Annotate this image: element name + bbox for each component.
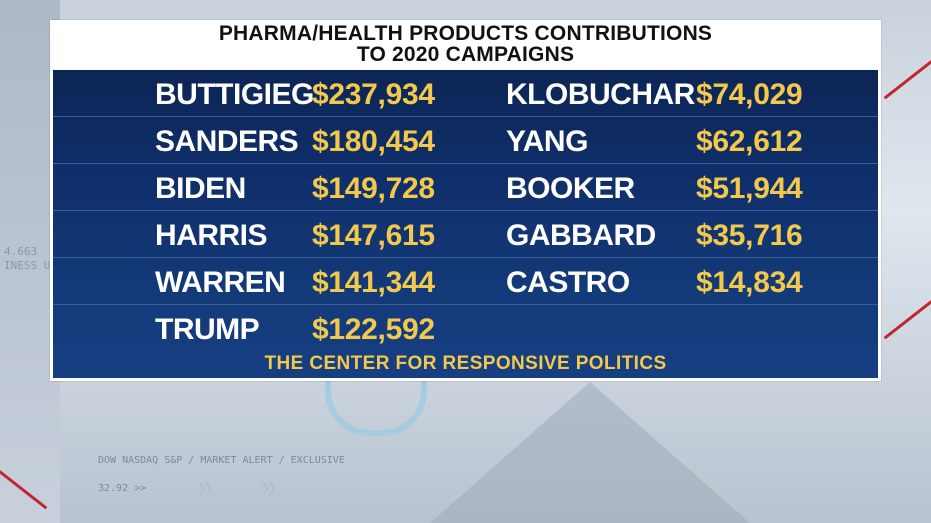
background-ticker-line: 4.663 — [4, 245, 38, 258]
contribution-amount: $62,612 — [696, 125, 803, 158]
candidate-name: WARREN — [155, 266, 286, 299]
table-row: HARRIS $147,615 GABBARD $35,716 — [53, 211, 878, 258]
table-row: SANDERS $180,454 YANG $62,612 — [53, 117, 878, 164]
graphic-title-line: TO 2020 CAMPAIGNS — [356, 43, 575, 66]
contribution-amount: $122,592 — [312, 313, 435, 346]
table-row: BIDEN $149,728 BOOKER $51,944 — [53, 164, 878, 211]
background-logo-shape — [430, 382, 750, 523]
background-red-line — [883, 60, 931, 100]
contributions-graphic: PHARMA/HEALTH PRODUCTS CONTRIBUTIONS TO … — [50, 20, 881, 381]
candidate-name: BUTTIGIEG — [155, 78, 314, 111]
candidate-name: HARRIS — [155, 219, 268, 252]
candidate-name: SANDERS — [155, 125, 299, 158]
candidate-name: CASTRO — [506, 266, 630, 299]
chevron-right-icon: ❯❯ — [259, 478, 278, 499]
table-row: WARREN $141,344 CASTRO $14,834 — [53, 258, 878, 305]
contribution-amount: $180,454 — [312, 125, 435, 158]
background-circle-shape — [325, 370, 427, 436]
candidate-name: BIDEN — [155, 172, 246, 205]
candidate-name: KLOBUCHAR — [506, 78, 695, 111]
table-row: TRUMP $122,592 — [53, 305, 878, 351]
background-market-bar: DOW NASDAQ S&P / MARKET ALERT / EXCLUSIV… — [98, 455, 345, 499]
background-ticker-line: INESS U — [4, 259, 51, 272]
background-market-text: DOW NASDAQ S&P / MARKET ALERT / EXCLUSIV… — [98, 455, 345, 466]
background-ticker: 4.663 INESS U — [4, 245, 50, 273]
contributions-table: BUTTIGIEG $237,934 KLOBUCHAR $74,029 SAN… — [53, 70, 878, 378]
candidate-name: TRUMP — [155, 313, 260, 346]
candidate-name: BOOKER — [506, 172, 635, 205]
contribution-amount: $51,944 — [696, 172, 803, 205]
table-row: BUTTIGIEG $237,934 KLOBUCHAR $74,029 — [53, 70, 878, 117]
source-credit: THE CENTER FOR RESPONSIVE POLITICS — [264, 353, 667, 374]
contribution-amount: $14,834 — [696, 266, 803, 299]
contribution-amount: $74,029 — [696, 78, 803, 111]
contribution-amount: $149,728 — [312, 172, 435, 205]
contribution-amount: $237,934 — [312, 78, 435, 111]
contribution-amount: $141,344 — [312, 266, 435, 299]
background-market-value: 32.92 >> — [98, 483, 147, 494]
graphic-title: PHARMA/HEALTH PRODUCTS CONTRIBUTIONS TO … — [50, 23, 881, 65]
chevron-right-icon: ❯❯ — [196, 478, 214, 499]
contribution-amount: $35,716 — [696, 219, 803, 252]
candidate-name: YANG — [506, 125, 588, 158]
background-red-line — [883, 300, 931, 340]
graphic-title-line: PHARMA/HEALTH PRODUCTS CONTRIBUTIONS — [218, 22, 713, 45]
contribution-amount: $147,615 — [312, 219, 435, 252]
candidate-name: GABBARD — [506, 219, 656, 252]
